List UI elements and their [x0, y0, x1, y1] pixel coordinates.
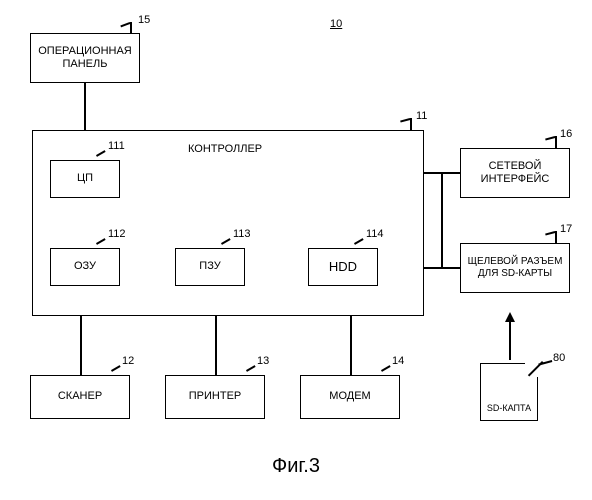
ref-controller: 11	[416, 110, 427, 122]
ref-printer: 13	[257, 355, 269, 367]
scanner-label: СКАНЕР	[58, 390, 102, 403]
cpu-label: ЦП	[77, 172, 93, 185]
block-sdslot: ЩЕЛЕВОЙ РАЗЪЕМ ДЛЯ SD-КАРТЫ	[460, 243, 570, 293]
net-label: СЕТЕВОЙ ИНТЕРФЕЙС	[481, 160, 550, 186]
ref-net: 16	[560, 128, 572, 140]
connector-modem	[350, 316, 352, 375]
lead-net-2	[545, 136, 555, 140]
lead-op-panel-2	[120, 22, 130, 27]
figure-caption: Фиг.3	[272, 455, 320, 478]
rom-label: ПЗУ	[199, 260, 220, 273]
ram-label: ОЗУ	[74, 260, 96, 273]
ref-hdd: 114	[366, 228, 384, 240]
connector-printer	[215, 316, 217, 375]
arrow-head	[505, 312, 515, 322]
controller-label: КОНТРОЛЛЕР	[188, 143, 262, 156]
lead-op-panel	[130, 22, 132, 33]
connector-op-controller	[84, 83, 86, 130]
lead-scanner	[111, 365, 120, 371]
lead-sdslot	[555, 231, 557, 243]
lead-printer	[246, 365, 255, 371]
ref-cpu: 111	[108, 140, 125, 152]
block-printer: ПРИНТЕР	[165, 375, 265, 419]
ref-sdslot: 17	[560, 223, 572, 235]
sdslot-label: ЩЕЛЕВОЙ РАЗЪЕМ ДЛЯ SD-КАРТЫ	[461, 256, 569, 280]
ref-sdcard: 80	[553, 352, 565, 364]
lead-controller-2	[400, 118, 410, 122]
lead-controller	[410, 118, 412, 130]
lead-net	[555, 136, 557, 148]
figure-ref: 10	[330, 18, 342, 30]
ref-op-panel: 15	[138, 14, 150, 26]
block-net: СЕТЕВОЙ ИНТЕРФЕЙС	[460, 148, 570, 198]
lead-modem	[381, 365, 390, 371]
hdd-label: HDD	[329, 259, 357, 275]
bus-right	[441, 172, 443, 268]
lead-sdslot-2	[545, 231, 555, 235]
arrow-shaft	[509, 320, 511, 360]
block-op-panel: ОПЕРАЦИОННАЯ ПАНЕЛЬ	[30, 33, 140, 83]
modem-label: МОДЕМ	[329, 390, 370, 403]
block-sdcard: SD-КАПТА	[480, 363, 538, 421]
connector-scanner	[80, 316, 82, 375]
block-scanner: СКАНЕР	[30, 375, 130, 419]
printer-label: ПРИНТЕР	[189, 390, 242, 403]
block-rom: ПЗУ	[175, 248, 245, 286]
ref-scanner: 12	[122, 355, 134, 367]
sdcard-label: SD-КАПТА	[481, 403, 537, 414]
block-controller: КОНТРОЛЛЕР	[32, 130, 424, 316]
ref-rom: 113	[233, 228, 251, 240]
block-hdd: HDD	[308, 248, 378, 286]
block-modem: МОДЕМ	[300, 375, 400, 419]
block-cpu: ЦП	[50, 160, 120, 198]
op-panel-label: ОПЕРАЦИОННАЯ ПАНЕЛЬ	[38, 45, 132, 71]
ref-modem: 14	[392, 355, 404, 367]
ref-ram: 112	[108, 228, 126, 240]
block-ram: ОЗУ	[50, 248, 120, 286]
